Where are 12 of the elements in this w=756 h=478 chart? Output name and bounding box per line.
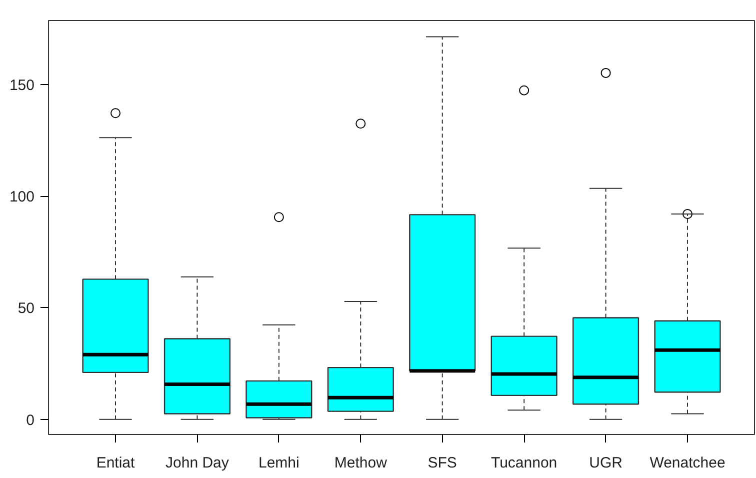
- x-tick-label: Wenatchee: [650, 454, 726, 472]
- y-tick-label: 150: [9, 77, 35, 94]
- x-tick-label: UGR: [589, 454, 623, 472]
- y-tick-label: 100: [9, 188, 35, 206]
- y-tick-label: 0: [26, 412, 34, 429]
- x-tick-label: SFS: [428, 454, 457, 472]
- x-tick-label: Methow: [334, 454, 388, 472]
- x-tick-label: Lemhi: [258, 454, 300, 472]
- y-tick-label: 50: [18, 300, 35, 318]
- x-tick-label: John Day: [166, 454, 230, 472]
- x-tick-label: Entiat: [96, 454, 136, 472]
- x-tick-label: Tucannon: [490, 454, 558, 472]
